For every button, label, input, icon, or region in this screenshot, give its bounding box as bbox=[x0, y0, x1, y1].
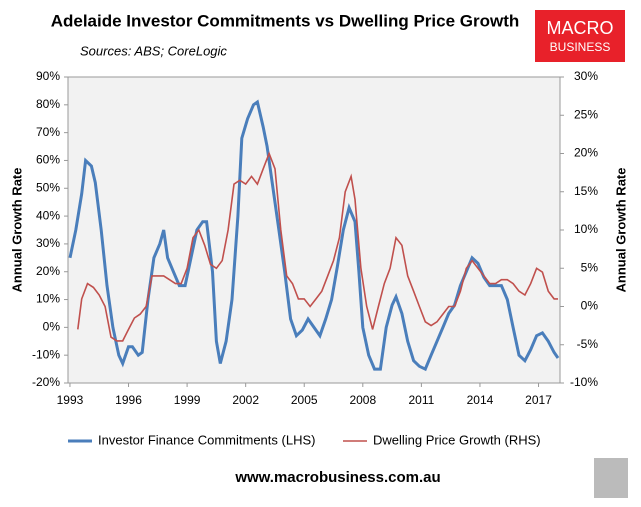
y-tick-label: -10% bbox=[32, 347, 60, 361]
x-tick-label: 2008 bbox=[349, 393, 376, 407]
logo-text: BUSINESS bbox=[550, 40, 611, 54]
x-tick-label: 2002 bbox=[232, 393, 259, 407]
y-tick-label: 0% bbox=[43, 320, 61, 334]
chart-subtitle: Sources: ABS; CoreLogic bbox=[80, 43, 227, 58]
legend-label: Dwelling Price Growth (RHS) bbox=[373, 432, 541, 447]
logo-text: MACRO bbox=[547, 18, 614, 38]
y-tick-label: 30% bbox=[36, 236, 60, 250]
y2-tick-label: -10% bbox=[570, 375, 598, 389]
y-tick-label: 40% bbox=[36, 208, 60, 222]
y2-tick-label: 15% bbox=[574, 184, 598, 198]
x-tick-label: 2005 bbox=[291, 393, 318, 407]
x-tick-label: 2017 bbox=[525, 393, 552, 407]
x-tick-label: 1999 bbox=[174, 393, 201, 407]
y-tick-label: 60% bbox=[36, 153, 60, 167]
footer: www.macrobusiness.com.au bbox=[234, 469, 440, 486]
series-line bbox=[77, 151, 558, 342]
y-tick-label: 50% bbox=[36, 180, 60, 194]
y-axis-label: Annual Growth Rate bbox=[9, 168, 24, 293]
series-line bbox=[68, 99, 560, 372]
plot-area bbox=[67, 76, 561, 384]
x-tick-label: 1993 bbox=[57, 393, 84, 407]
legend-label: Investor Finance Commitments (LHS) bbox=[98, 432, 315, 447]
y-tick-label: 90% bbox=[36, 69, 60, 83]
x-tick-label: 1996 bbox=[115, 393, 142, 407]
chart-title: Adelaide Investor Commitments vs Dwellin… bbox=[51, 11, 520, 30]
y-tick-label: 20% bbox=[36, 264, 60, 278]
y2-tick-label: 25% bbox=[574, 107, 598, 121]
y-tick-label: 70% bbox=[36, 125, 60, 139]
x-tick-label: 2011 bbox=[408, 393, 434, 407]
y2-tick-label: 10% bbox=[574, 222, 598, 236]
y2-tick-label: 0% bbox=[581, 299, 599, 313]
y2-tick-label: 20% bbox=[574, 146, 598, 160]
x-tick-label: 2014 bbox=[467, 393, 494, 407]
y-tick-label: -20% bbox=[32, 375, 60, 389]
y2-tick-label: -5% bbox=[577, 337, 599, 351]
wolf-icon bbox=[594, 458, 628, 498]
logo-box bbox=[535, 10, 625, 62]
y-tick-label: 10% bbox=[36, 292, 60, 306]
y2-tick-label: 30% bbox=[574, 69, 598, 83]
y2-axis-label: Annual Growth Rate bbox=[613, 168, 628, 293]
y-tick-label: 80% bbox=[36, 97, 60, 111]
y2-tick-label: 5% bbox=[581, 260, 599, 274]
